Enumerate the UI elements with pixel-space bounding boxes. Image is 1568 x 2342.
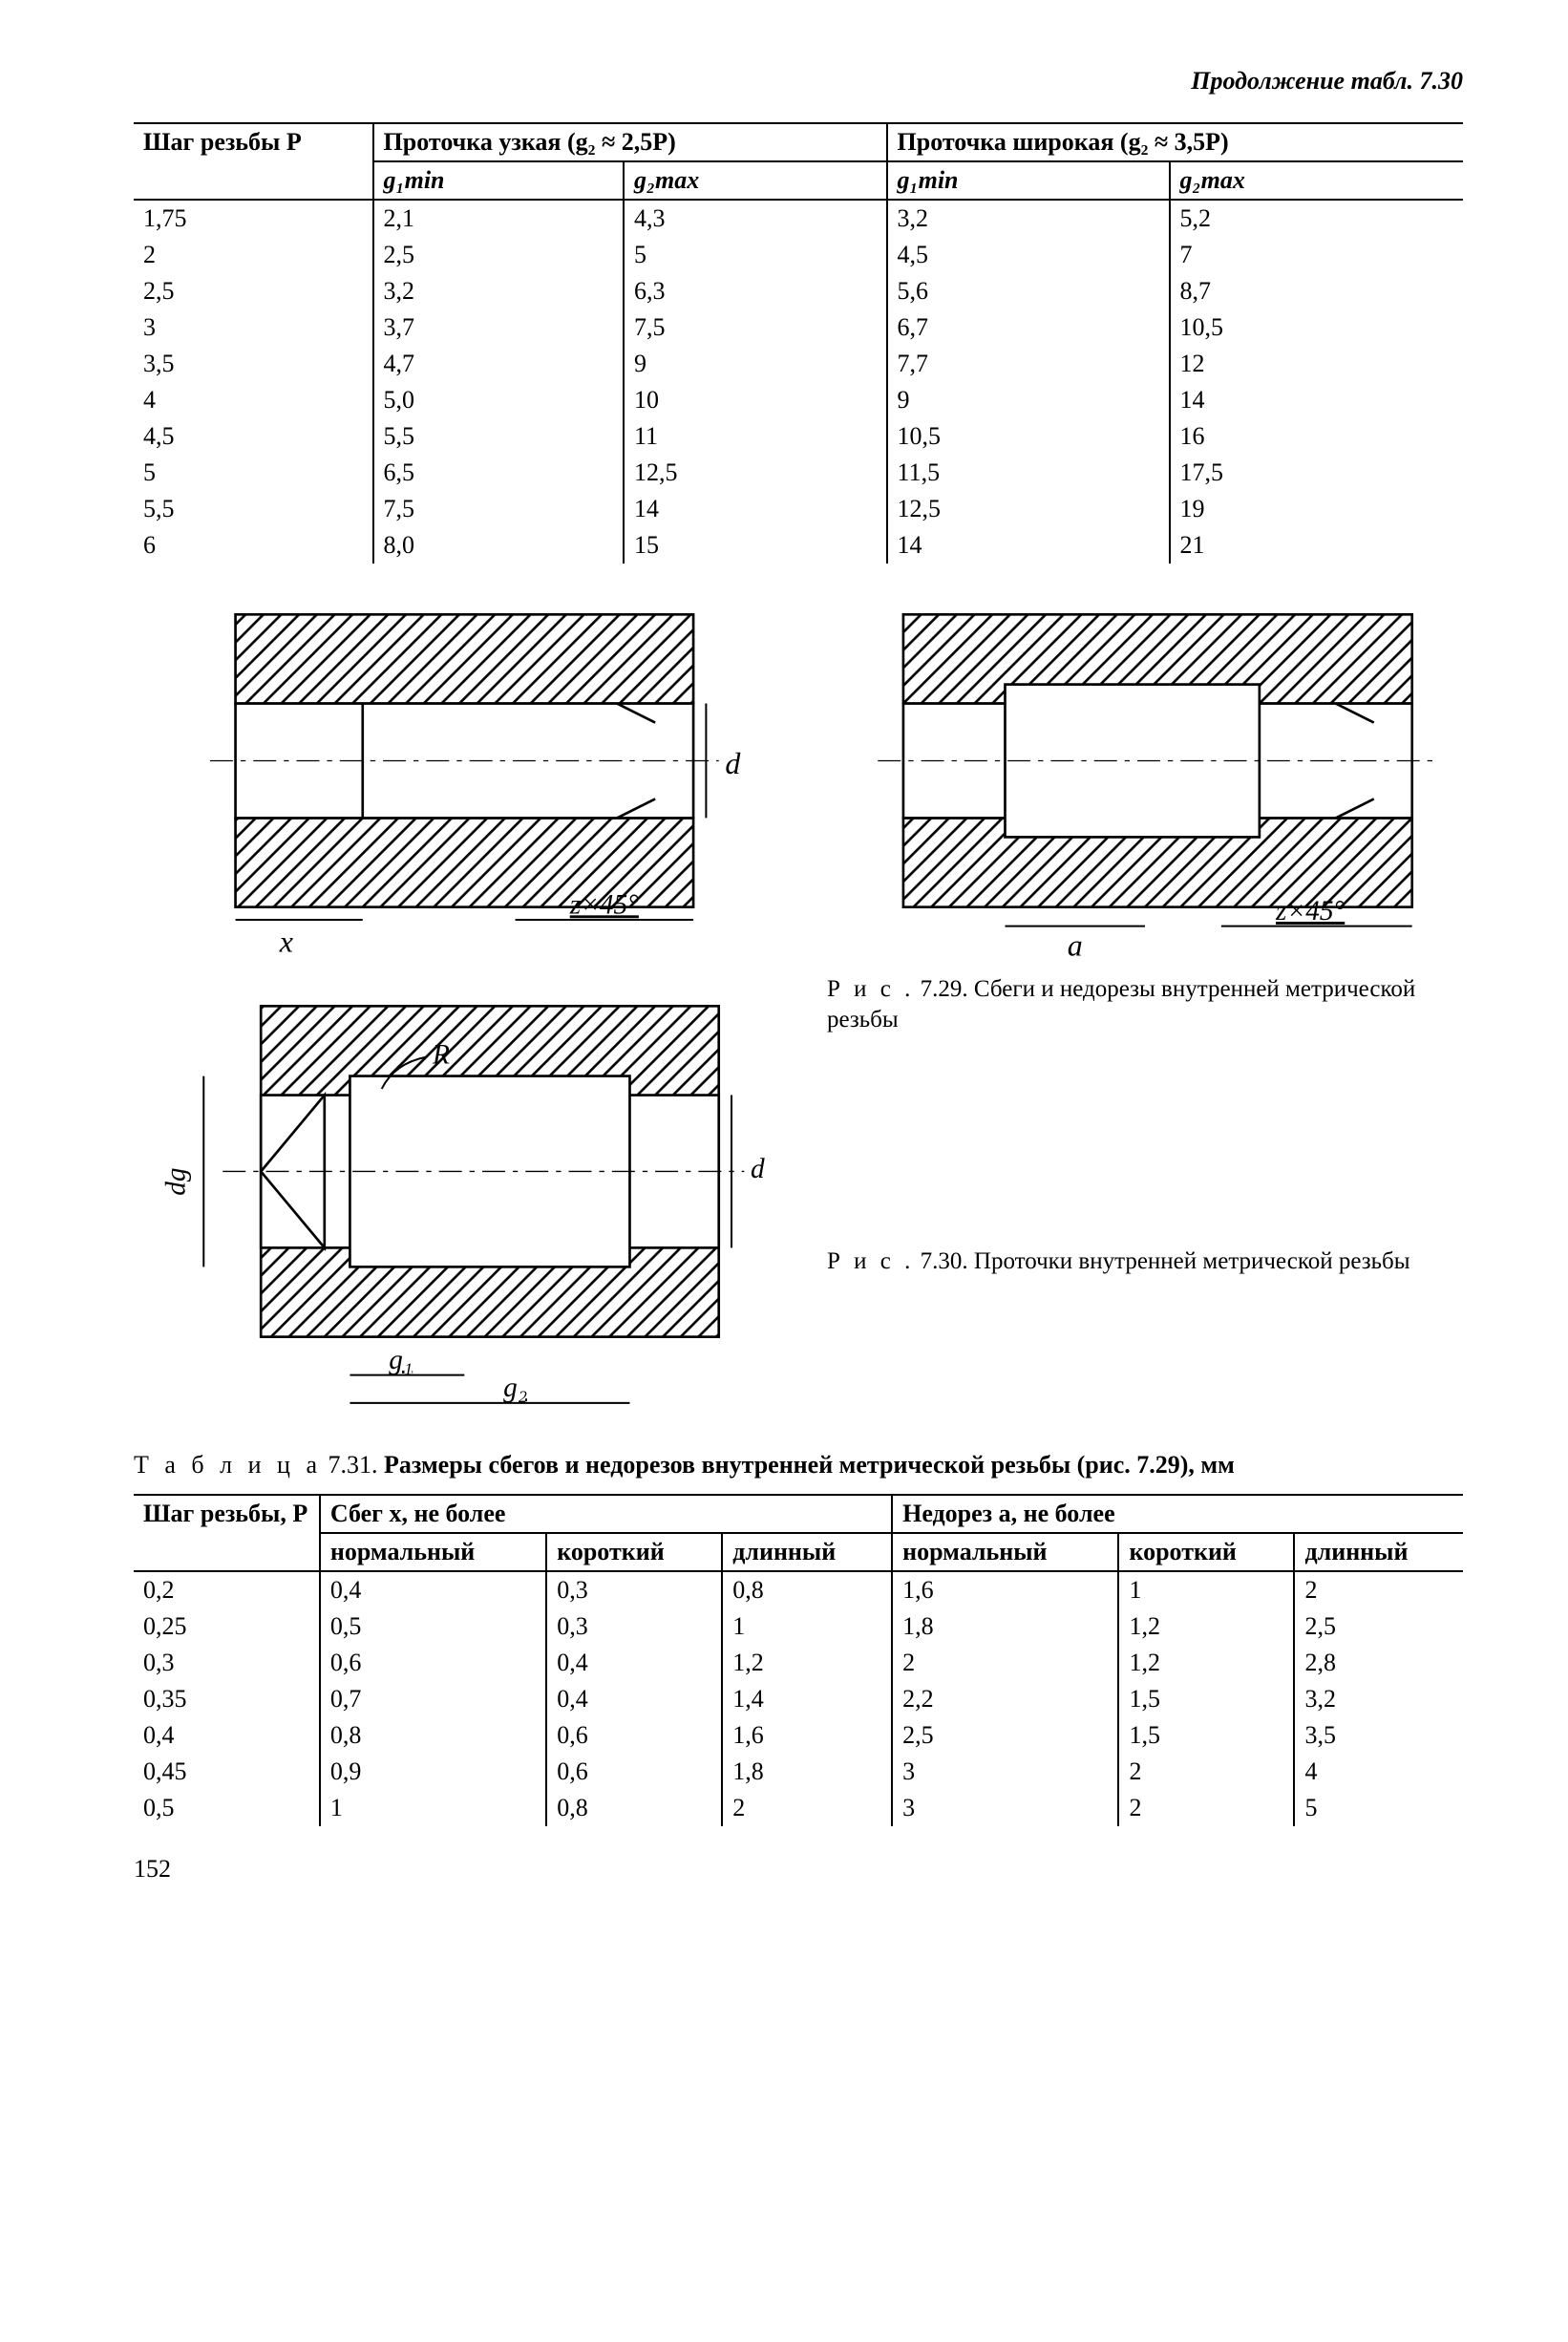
dim-R: R	[432, 1039, 450, 1070]
figure-7-29-caption: Р и с . 7.29. Сбеги и недорезы внутренне…	[827, 974, 1463, 1036]
table-730: Шаг резьбы P Проточка узкая (g₂ ≈ 2,5P) …	[134, 122, 1463, 564]
table-row: 5,57,51412,519	[134, 491, 1463, 527]
col731-as: короткий	[1118, 1533, 1294, 1571]
table-row: 3,54,797,712	[134, 346, 1463, 382]
table-row: 0,350,70,41,42,21,53,2	[134, 1681, 1463, 1717]
dim-d-730: d	[751, 1154, 765, 1184]
table-row: 68,0151421	[134, 527, 1463, 564]
table-row: 0,510,82325	[134, 1790, 1463, 1826]
col-sub-g1min-w: g₁min	[887, 161, 1170, 200]
table-row: 0,450,90,61,8324	[134, 1754, 1463, 1790]
col-sub-g1min-n: g₁min	[373, 161, 624, 200]
figure-7-30-caption: Р и с . 7.30. Проточки внутренней метрич…	[827, 1246, 1463, 1278]
table-row: 33,77,56,710,5	[134, 309, 1463, 346]
col731-an: нормальный	[892, 1533, 1118, 1571]
table-row: 2,53,26,35,68,7	[134, 273, 1463, 309]
continuation-header: Продолжение табл. 7.30	[134, 67, 1463, 96]
table-row: 1,752,14,33,25,2	[134, 200, 1463, 237]
figure-7-29-right: a z×45°	[827, 602, 1463, 958]
dim-z-left: z×45°	[569, 889, 639, 920]
dim-a: a	[1068, 928, 1083, 958]
dim-z-right: z×45°	[1275, 896, 1345, 926]
col731-nedorez: Недорез a, не более	[892, 1495, 1463, 1533]
figure-7-29-left: d x z×45°	[134, 602, 770, 958]
table-row: 0,40,80,61,62,51,53,5	[134, 1717, 1463, 1754]
table-row: 0,250,50,311,81,22,5	[134, 1608, 1463, 1645]
table-731: Шаг резьбы, P Сбег x, не более Недорез a…	[134, 1494, 1463, 1826]
page-number: 152	[134, 1855, 1463, 1884]
col731-ss: короткий	[546, 1533, 722, 1571]
col731-pitch: Шаг резьбы, P	[134, 1495, 320, 1571]
col731-sn: нормальный	[320, 1533, 546, 1571]
col-sub-g2max-n: g₂max	[624, 161, 887, 200]
dim-x: x	[279, 925, 293, 958]
table-731-title: Т а б л и ц а 7.31. Размеры сбегов и нед…	[134, 1449, 1463, 1481]
col731-al: длинный	[1294, 1533, 1463, 1571]
dim-dg: dg	[160, 1167, 191, 1195]
col-group-narrow: Проточка узкая (g₂ ≈ 2,5P)	[373, 123, 887, 161]
table-row: 56,512,511,517,5	[134, 455, 1463, 491]
figure-7-30: R dg d g₁ g₂	[134, 993, 770, 1414]
col-sub-g2max-w: g₂max	[1170, 161, 1463, 200]
col731-sl: длинный	[722, 1533, 892, 1571]
dim-g2: g₂	[503, 1373, 527, 1403]
dim-g1: g₁	[389, 1345, 413, 1375]
col-group-wide: Проточка широкая (g₂ ≈ 3,5P)	[887, 123, 1463, 161]
col731-sbeg: Сбег x, не более	[320, 1495, 892, 1533]
col-header-pitch: Шаг резьбы P	[134, 123, 373, 200]
table-row: 0,30,60,41,221,22,8	[134, 1645, 1463, 1681]
table-row: 0,20,40,30,81,612	[134, 1571, 1463, 1608]
dim-d: d	[725, 747, 741, 780]
table-row: 45,010914	[134, 382, 1463, 418]
table-row: 22,554,57	[134, 237, 1463, 273]
table-row: 4,55,51110,516	[134, 418, 1463, 455]
